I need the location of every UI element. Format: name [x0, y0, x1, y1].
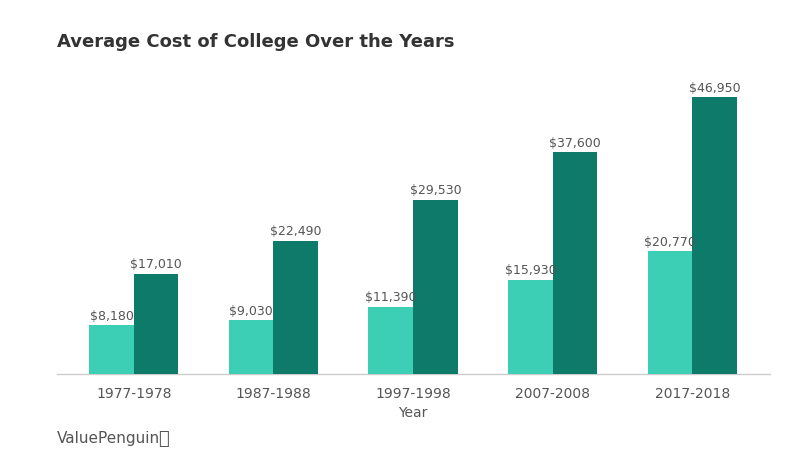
Bar	[134, 274, 178, 374]
Text: $11,390: $11,390	[365, 290, 416, 304]
Bar	[693, 98, 737, 374]
Text: $17,010: $17,010	[130, 258, 182, 271]
Text: $9,030: $9,030	[229, 304, 273, 318]
Text: $46,950: $46,950	[689, 82, 740, 94]
Bar	[274, 241, 318, 374]
Bar	[552, 153, 598, 374]
Text: $15,930: $15,930	[505, 264, 556, 277]
Text: Year: Year	[399, 406, 428, 420]
Text: $37,600: $37,600	[549, 136, 601, 149]
Text: $29,530: $29,530	[410, 184, 461, 197]
Text: ⬧: ⬧	[158, 430, 168, 448]
Bar	[369, 307, 413, 374]
Bar	[648, 251, 693, 374]
Bar	[89, 325, 134, 374]
Text: $22,490: $22,490	[270, 226, 322, 238]
Bar	[413, 200, 458, 374]
Bar	[228, 320, 274, 374]
Text: $20,770: $20,770	[644, 235, 696, 248]
Text: Average Cost of College Over the Years: Average Cost of College Over the Years	[57, 33, 454, 51]
Bar	[508, 280, 552, 374]
Text: ValuePenguin: ValuePenguin	[57, 432, 160, 446]
Text: $8,180: $8,180	[90, 310, 134, 323]
